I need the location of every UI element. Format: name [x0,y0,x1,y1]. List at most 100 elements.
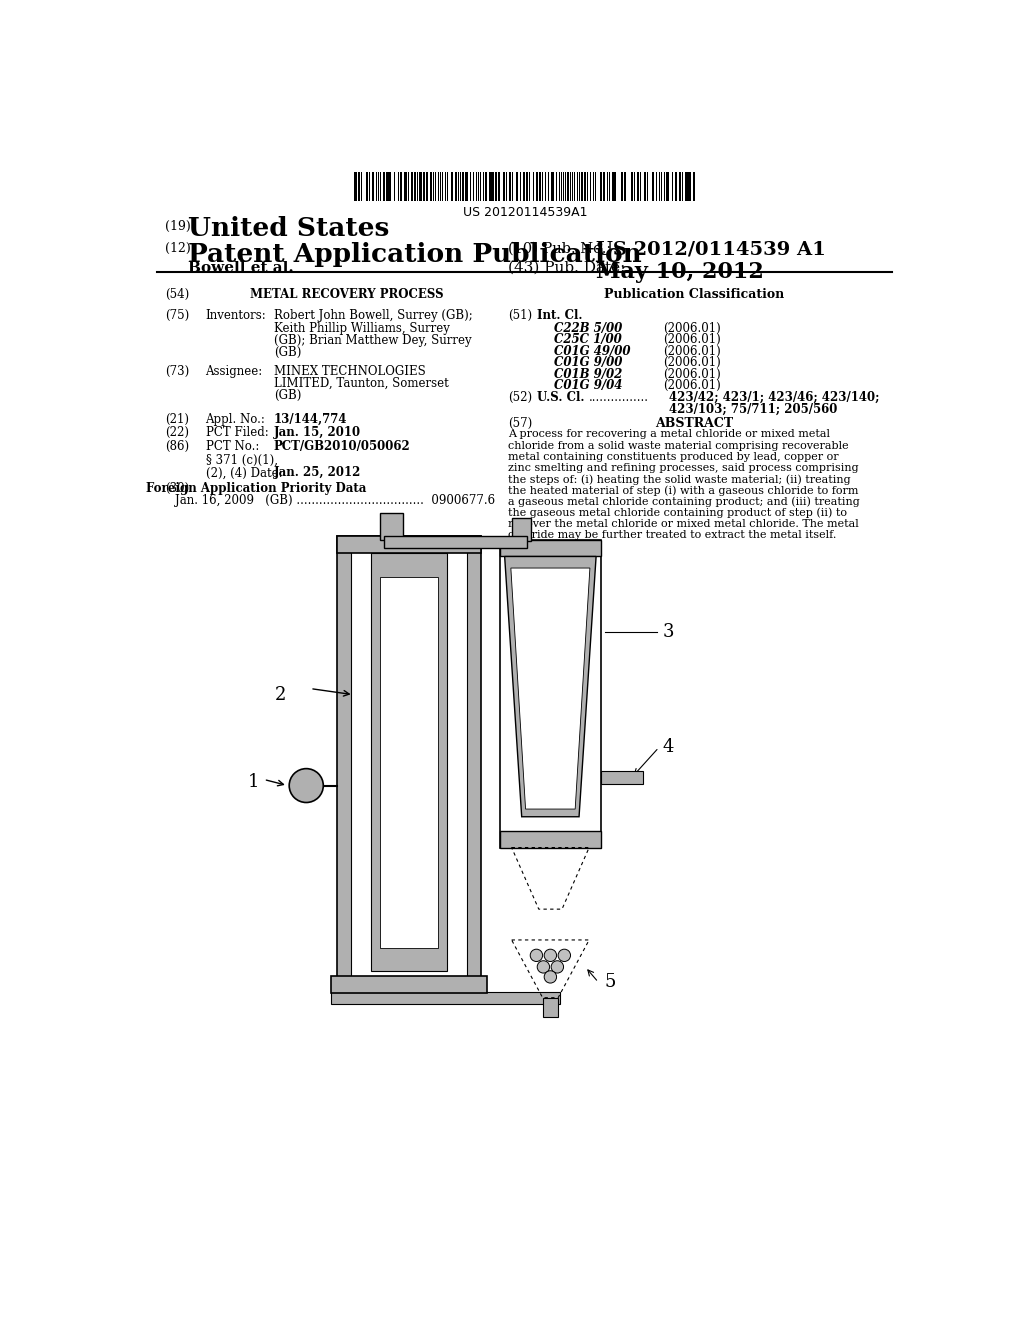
Bar [477,173,479,201]
Bar [566,173,569,201]
Bar [470,173,471,201]
Circle shape [551,961,563,973]
Text: C01G 9/00: C01G 9/00 [554,356,623,370]
Text: 3: 3 [663,623,674,642]
Text: ................: ................ [589,391,649,404]
Text: Jan. 16, 2009   (GB) ..................................  0900677.6: Jan. 16, 2009 (GB) .....................… [174,494,495,507]
Bar [473,173,474,201]
Bar [337,536,480,990]
Text: Publication Classification: Publication Classification [603,288,784,301]
Bar [537,173,538,201]
Text: (10) Pub. No.:: (10) Pub. No.: [508,242,611,256]
Bar [693,173,695,201]
Bar [577,173,579,201]
Text: U.S. Cl.: U.S. Cl. [538,391,585,404]
Text: PCT Filed:: PCT Filed: [206,426,268,440]
Bar [503,173,506,201]
Bar [354,173,356,201]
Bar [624,173,627,201]
Bar [420,173,422,201]
Bar [423,173,425,201]
Bar [397,173,399,201]
Bar [621,173,624,201]
Bar [406,173,407,201]
Circle shape [289,768,324,803]
Bar [337,536,480,553]
Circle shape [544,970,557,983]
Bar [426,173,428,201]
Text: the heated material of step (i) with a gaseous chloride to form: the heated material of step (i) with a g… [508,486,858,496]
Text: (12): (12) [165,242,190,255]
Text: Appl. No.:: Appl. No.: [206,412,265,425]
Text: (GB): (GB) [273,389,301,403]
Bar [495,173,497,201]
Text: MINEX TECHNOLOGIES: MINEX TECHNOLOGIES [273,364,425,378]
Bar [612,173,614,201]
Text: 4: 4 [663,738,674,756]
Text: (2006.01): (2006.01) [663,333,721,346]
Bar [380,173,381,201]
Bar [500,540,601,557]
Bar [380,512,403,540]
Bar [512,517,531,541]
Bar [460,173,461,201]
Bar [532,173,535,201]
Text: Assignee:: Assignee: [206,364,263,378]
Bar [489,173,490,201]
Bar [509,173,511,201]
Text: Robert John Bowell, Surrey (GB);: Robert John Bowell, Surrey (GB); [273,309,472,322]
Text: 423/42; 423/1; 423/46; 423/140;: 423/42; 423/1; 423/46; 423/140; [669,391,880,404]
Text: (2), (4) Date:: (2), (4) Date: [206,466,283,479]
Bar [608,173,610,201]
Text: a gaseous metal chloride containing product; and (iii) treating: a gaseous metal chloride containing prod… [508,496,859,507]
Bar [480,173,481,201]
Bar [573,173,575,201]
Text: zinc smelting and refining processes, said process comprising: zinc smelting and refining processes, sa… [508,463,858,473]
Text: (43) Pub. Date:: (43) Pub. Date: [508,261,625,275]
Text: (21): (21) [165,412,189,425]
Text: ABSTRACT: ABSTRACT [654,417,733,430]
Text: PCT/GB2010/050062: PCT/GB2010/050062 [273,441,411,453]
Text: (GB): (GB) [273,346,301,359]
Text: Inventors:: Inventors: [206,309,266,322]
Bar [601,771,643,784]
Bar [582,173,583,201]
Bar [383,173,385,201]
Bar [543,998,558,1016]
Text: METAL RECOVERY PROCESS: METAL RECOVERY PROCESS [251,288,444,301]
Text: Foreign Application Priority Data: Foreign Application Priority Data [145,482,366,495]
Text: (75): (75) [165,309,189,322]
Bar [435,173,436,201]
Bar [380,577,438,948]
Text: metal containing constituents produced by lead, copper or: metal containing constituents produced b… [508,451,839,462]
Bar [388,173,391,201]
Bar [331,977,486,993]
Bar [688,173,690,201]
Text: Jan. 25, 2012: Jan. 25, 2012 [273,466,361,479]
Bar [384,536,527,548]
Bar [351,549,467,978]
Bar [411,173,414,201]
Text: PCT No.:: PCT No.: [206,441,259,453]
Bar [371,553,447,970]
Text: recover the metal chloride or mixed metal chloride. The metal: recover the metal chloride or mixed meta… [508,519,858,529]
Text: LIMITED, Taunton, Somerset: LIMITED, Taunton, Somerset [273,378,449,391]
Bar [559,173,560,201]
Bar [644,173,646,201]
Bar [603,173,605,201]
Text: (2006.01): (2006.01) [663,356,721,370]
Text: (51): (51) [508,309,531,322]
Text: (2006.01): (2006.01) [663,368,721,381]
Text: (54): (54) [165,288,189,301]
Polygon shape [511,568,590,809]
Text: (2006.01): (2006.01) [663,345,721,358]
Text: Int. Cl.: Int. Cl. [538,309,583,322]
Text: 13/144,774: 13/144,774 [273,412,347,425]
Bar [358,173,359,201]
Text: (86): (86) [165,441,189,453]
Bar [485,173,486,201]
Text: (52): (52) [508,391,531,404]
Text: C22B 5/00: C22B 5/00 [554,322,623,335]
Text: C01G 49/00: C01G 49/00 [554,345,631,358]
Circle shape [544,949,557,961]
